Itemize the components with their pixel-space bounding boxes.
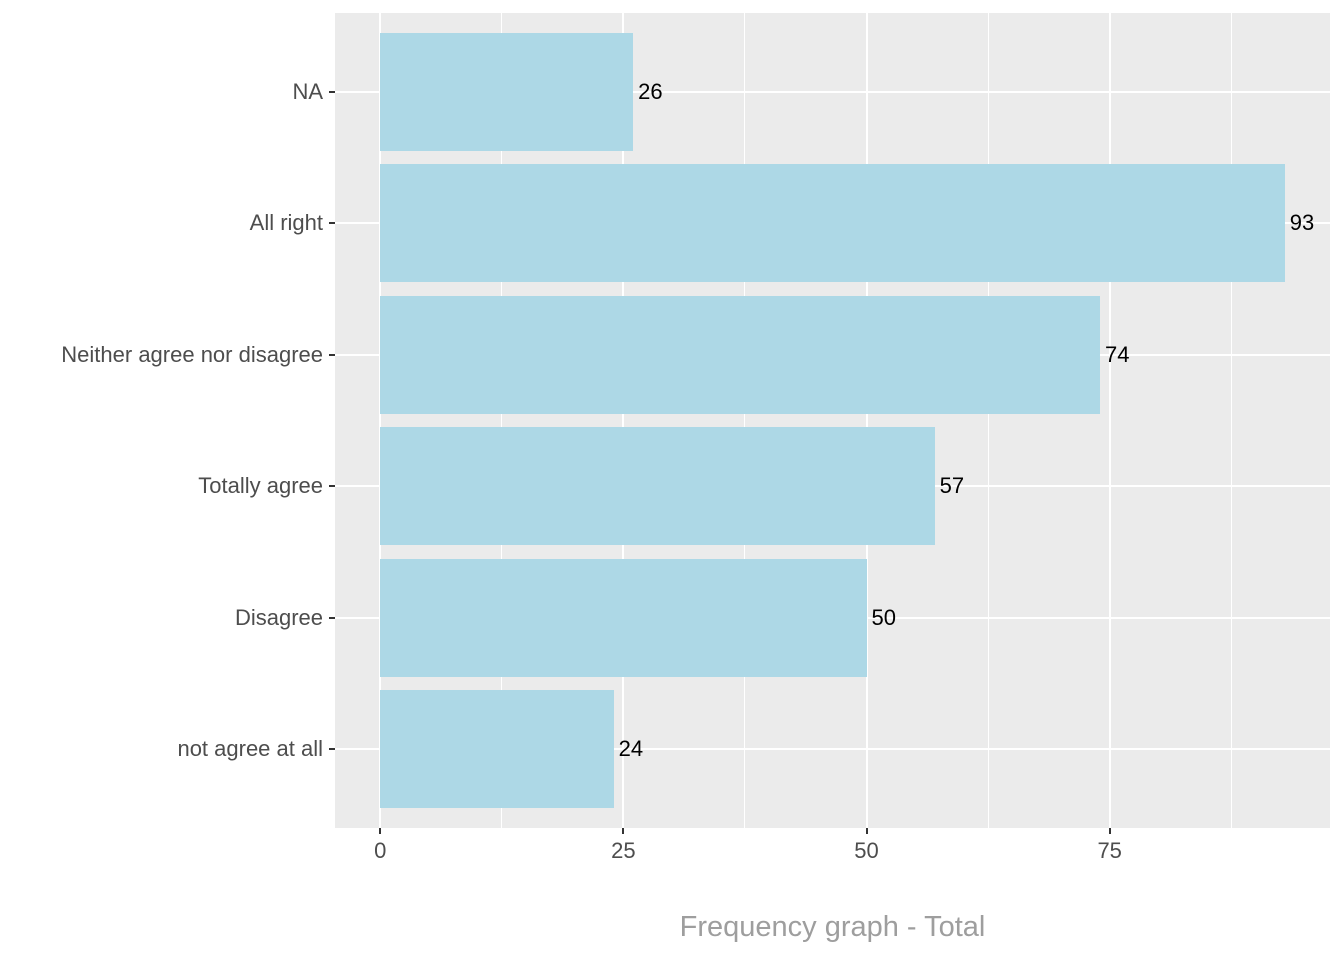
x-axis-tick-label: 0: [374, 838, 387, 863]
y-axis-category-label: not agree at all: [177, 736, 323, 762]
x-axis-title: Frequency graph - Total: [679, 911, 986, 943]
major-gridline-y: [335, 90, 1330, 93]
y-axis-category-label: Totally agree: [198, 473, 323, 499]
x-axis-tick-mark: [622, 828, 625, 834]
bar: [380, 32, 634, 151]
x-axis-tick-mark: [865, 828, 868, 834]
y-axis-tick-mark: [329, 485, 335, 488]
major-gridline-x: [1108, 13, 1111, 828]
x-axis-tick-label: 50: [854, 838, 879, 863]
minor-gridline-x: [987, 13, 989, 828]
y-axis-category-label: All right: [249, 210, 323, 236]
y-axis-category-label: Disagree: [234, 604, 323, 630]
bar-value-label: 57: [939, 473, 965, 499]
bar-value-label: 50: [871, 604, 897, 630]
bar: [380, 558, 867, 677]
x-axis-tick-mark: [1108, 828, 1111, 834]
bar-value-label: 24: [618, 736, 644, 762]
bar: [380, 295, 1100, 414]
y-axis-tick-mark: [329, 353, 335, 356]
minor-gridline-x: [501, 13, 503, 828]
minor-gridline-x: [744, 13, 746, 828]
y-axis-tick-mark: [329, 616, 335, 619]
plot-panel: 26 93 74 57 50 24: [335, 13, 1330, 828]
x-axis-tick-label: 75: [1097, 838, 1122, 863]
major-gridline-y: [335, 748, 1330, 751]
major-gridline-x: [865, 13, 868, 828]
x-axis-tick-mark: [379, 828, 382, 834]
major-gridline-x: [379, 13, 382, 828]
y-axis-tick-mark: [329, 90, 335, 93]
y-axis-category-label: Neither agree nor disagree: [61, 341, 323, 367]
bar: [380, 689, 614, 809]
bar-value-label: 74: [1104, 341, 1130, 367]
bar-value-label: 93: [1289, 210, 1315, 236]
x-axis-tick-label: 25: [611, 838, 636, 863]
bar-value-label: 26: [638, 78, 663, 104]
y-axis-tick-mark: [329, 748, 335, 751]
bar: [380, 164, 1285, 283]
y-axis-category-label: NA: [292, 78, 323, 104]
major-gridline-x: [622, 13, 625, 828]
bar: [380, 427, 935, 546]
minor-gridline-x: [1230, 13, 1232, 828]
y-axis-tick-mark: [329, 222, 335, 225]
